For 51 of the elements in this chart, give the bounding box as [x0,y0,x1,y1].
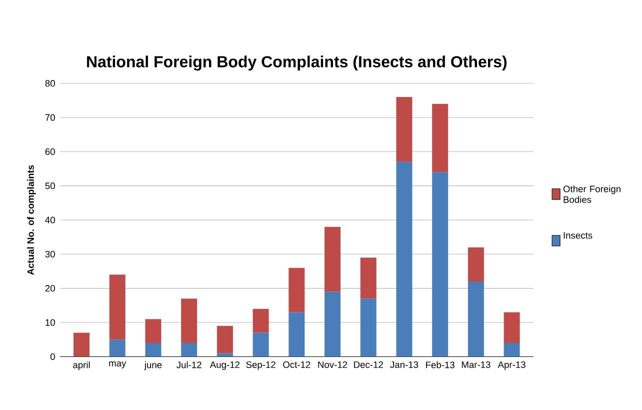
x-tick-label: april [73,361,90,370]
x-tick-label: Apr-13 [498,361,526,370]
bar [288,268,305,312]
x-tick-label: Oct-12 [283,361,310,368]
legend-label: Other Foreign Bodies [563,185,620,203]
y-tick-label: 70 [45,114,55,121]
bar [396,162,412,357]
bar [468,281,484,357]
y-tick-label: 60 [45,148,55,155]
bar [109,340,126,357]
x-tick-label: Jul-12 [176,361,202,368]
bar [432,104,448,172]
bar [145,319,162,343]
bar [216,353,233,357]
x-tick-label: Nov-12 [318,361,348,368]
y-tick-label: 30 [45,250,55,258]
bar [288,312,305,357]
bar [216,326,233,354]
bar [74,332,90,357]
chart-title: National Foreign Body Complaints (Insects and Others) [87,56,507,71]
bar [181,342,198,357]
x-tick-label: may [109,361,126,368]
x-tick-label: Sep-12 [246,361,276,370]
bar [432,172,448,357]
bar [181,298,198,343]
x-tick-label: Mar-13 [462,361,490,368]
bar [109,274,126,340]
x-tick-label: Dec-12 [354,361,383,368]
bar [252,308,269,333]
y-tick-label: 50 [45,182,55,190]
bar [360,298,376,357]
y-axis-title: Actual No. of complaints [27,165,36,275]
y-tick-label: 10 [46,319,55,326]
bar [504,342,520,357]
bar [145,342,162,357]
bar [396,97,412,162]
y-tick-label: 80 [45,80,55,87]
bar [468,247,484,282]
bar [360,258,376,299]
bar [252,332,269,357]
bar [324,292,341,357]
y-tick-label: 0 [50,353,55,360]
x-tick-label: Jan-13 [390,361,418,368]
x-tick-label: june [144,361,162,370]
legend-label: Insects [564,232,592,239]
x-tick-label: Feb-13 [426,361,454,368]
bar [504,312,520,343]
bar [324,226,341,292]
x-tick-label: Aug-12 [210,361,240,370]
y-tick-label: 40 [45,216,55,224]
y-tick-label: 20 [45,285,55,292]
